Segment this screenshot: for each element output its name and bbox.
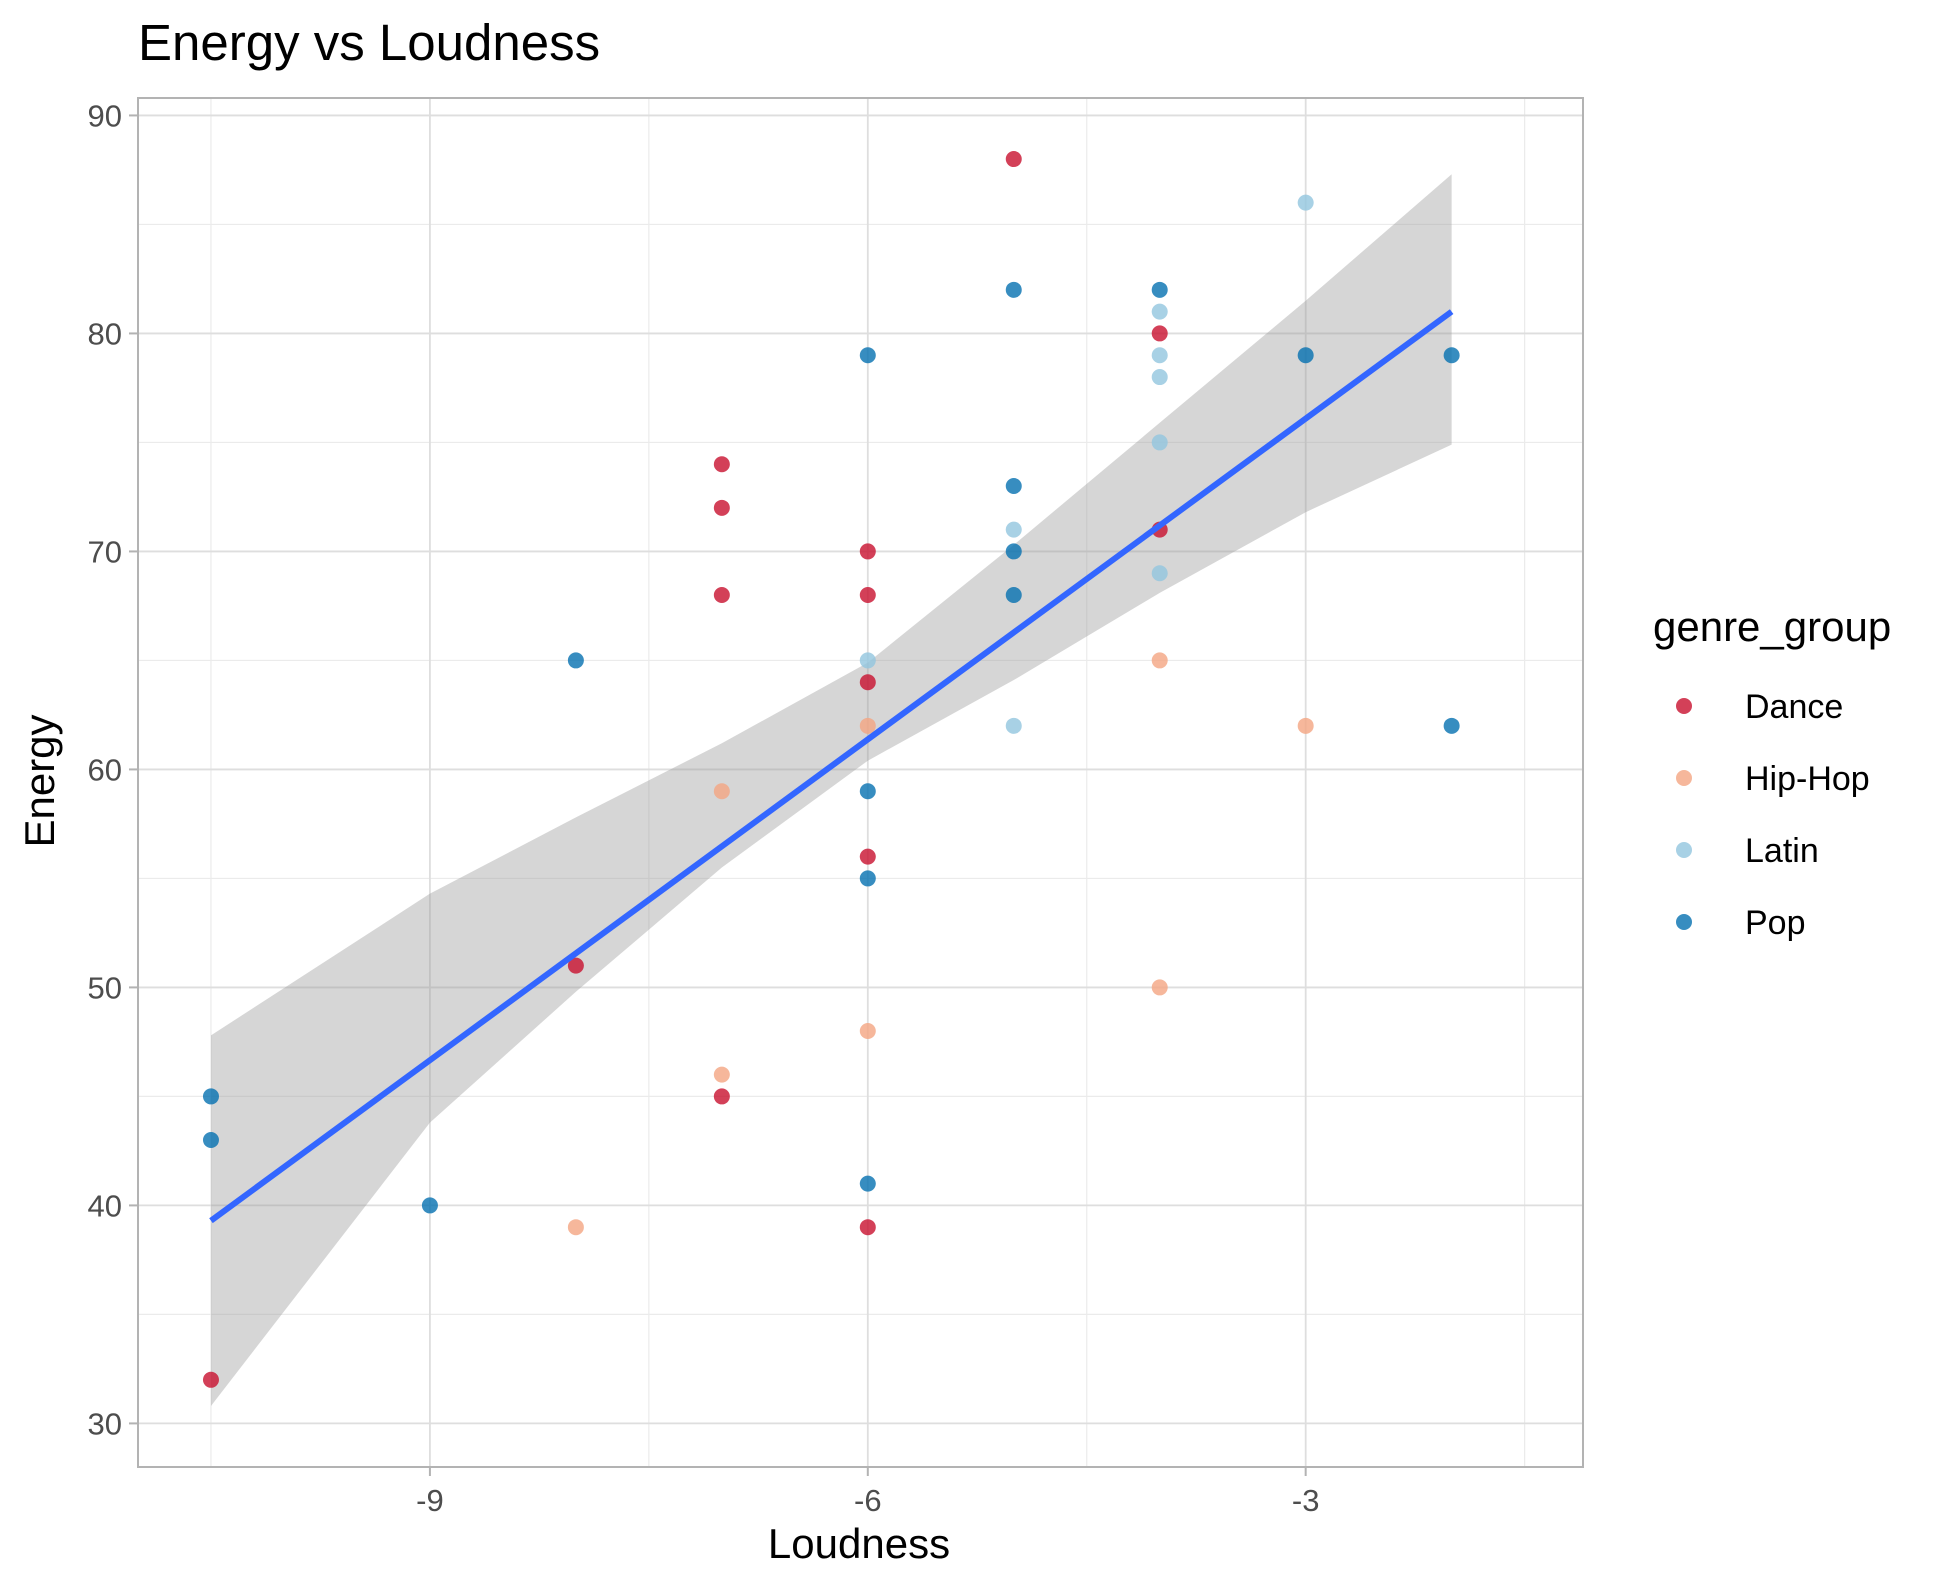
point-dance xyxy=(1005,151,1022,168)
point-hip-hop xyxy=(567,1219,584,1236)
y-tick-label: 60 xyxy=(88,752,122,787)
legend-key-hip-hop xyxy=(1676,770,1692,786)
x-tick-label: -6 xyxy=(854,1483,882,1518)
legend-title: genre_group xyxy=(1653,603,1891,650)
y-tick-label: 80 xyxy=(88,316,122,351)
trend-line-layer xyxy=(209,309,1454,1224)
point-dance xyxy=(859,1219,876,1236)
point-latin xyxy=(1151,565,1168,582)
point-latin xyxy=(1005,717,1022,734)
point-hip-hop xyxy=(713,1066,730,1083)
confidence-band-layer xyxy=(210,174,1452,1406)
legend-key-dance xyxy=(1676,698,1692,714)
y-tick-label: 90 xyxy=(88,98,122,133)
point-pop xyxy=(1443,347,1460,364)
point-hip-hop xyxy=(859,717,876,734)
x-tick-label: -9 xyxy=(416,1483,444,1518)
chart-title: Energy vs Loudness xyxy=(138,14,600,71)
point-dance xyxy=(713,456,730,473)
point-pop xyxy=(1151,281,1168,298)
point-dance xyxy=(713,587,730,604)
point-dance xyxy=(713,1088,730,1105)
point-pop xyxy=(421,1197,438,1214)
point-latin xyxy=(1151,303,1168,320)
point-pop xyxy=(1005,587,1022,604)
legend-label: Hip-Hop xyxy=(1745,760,1870,798)
x-axis-ticks: -9 -6 -3 xyxy=(416,1467,1319,1518)
y-axis-ticks: 30 40 50 60 70 80 90 xyxy=(88,98,138,1441)
point-dance xyxy=(1151,325,1168,342)
point-hip-hop xyxy=(1297,717,1314,734)
point-hip-hop xyxy=(859,1023,876,1040)
point-dance xyxy=(567,957,584,974)
panel-border xyxy=(137,97,1584,1468)
point-hip-hop xyxy=(1151,652,1168,669)
point-pop xyxy=(1443,717,1460,734)
y-axis-label: Energy xyxy=(16,714,63,847)
point-latin xyxy=(1151,347,1168,364)
y-tick-label: 40 xyxy=(88,1188,122,1223)
x-tick-label: -3 xyxy=(1292,1483,1320,1518)
point-hip-hop xyxy=(1151,979,1168,996)
legend-label: Dance xyxy=(1745,688,1843,726)
legend-label: Latin xyxy=(1745,832,1819,870)
point-pop xyxy=(859,783,876,800)
legend: genre_group Dance Hip-Hop Latin Pop xyxy=(1653,603,1891,942)
trend-line xyxy=(209,309,1454,1224)
point-pop xyxy=(567,652,584,669)
y-tick-label: 70 xyxy=(88,534,122,569)
point-latin xyxy=(1151,434,1168,451)
point-hip-hop xyxy=(713,783,730,800)
point-pop xyxy=(1297,347,1314,364)
point-latin xyxy=(859,652,876,669)
point-dance xyxy=(713,499,730,516)
x-axis-label: Loudness xyxy=(768,1520,950,1567)
point-pop xyxy=(859,1175,876,1192)
point-pop xyxy=(1005,478,1022,495)
point-latin xyxy=(1297,194,1314,211)
y-tick-label: 50 xyxy=(88,970,122,1005)
point-dance xyxy=(859,543,876,560)
point-pop xyxy=(859,870,876,887)
legend-key-pop xyxy=(1676,914,1692,930)
points-layer xyxy=(202,151,1460,1388)
confidence-band xyxy=(210,174,1452,1406)
point-pop xyxy=(859,347,876,364)
y-tick-label: 30 xyxy=(88,1406,122,1441)
point-dance xyxy=(202,1371,219,1388)
point-dance xyxy=(859,587,876,604)
point-dance xyxy=(859,674,876,691)
legend-label: Pop xyxy=(1745,904,1806,942)
legend-key-latin xyxy=(1676,842,1692,858)
point-pop xyxy=(1005,543,1022,560)
point-pop xyxy=(1005,281,1022,298)
point-pop xyxy=(202,1088,219,1105)
point-pop xyxy=(202,1132,219,1149)
point-latin xyxy=(1151,369,1168,386)
point-latin xyxy=(1005,521,1022,538)
point-dance xyxy=(859,848,876,865)
